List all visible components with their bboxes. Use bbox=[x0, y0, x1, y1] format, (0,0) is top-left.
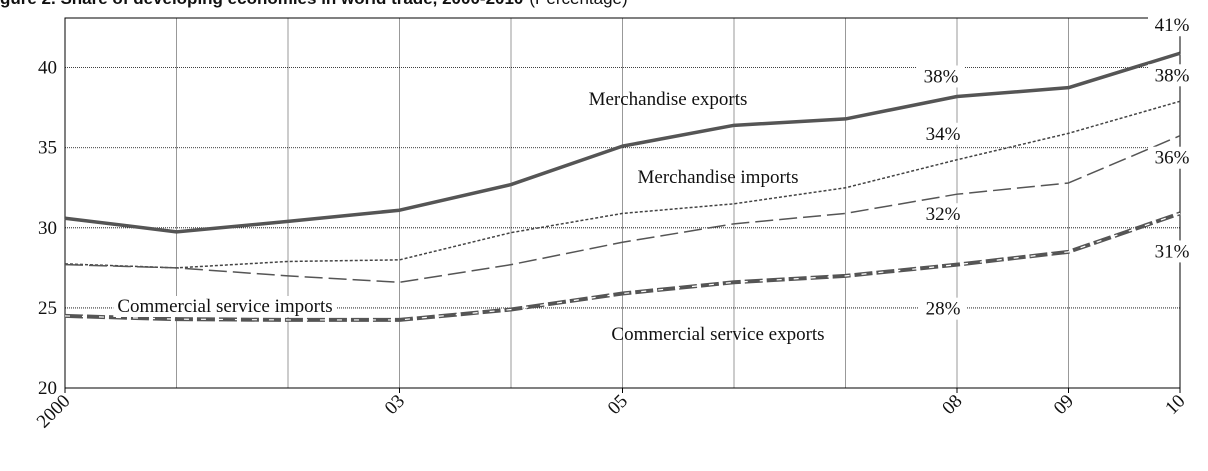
y-tick-label: 30 bbox=[38, 218, 57, 239]
plot-border bbox=[64, 17, 1181, 389]
label-bg bbox=[919, 203, 967, 226]
label-bg bbox=[1148, 64, 1196, 87]
label-bg bbox=[1148, 240, 1196, 263]
series-line bbox=[64, 100, 1181, 269]
value-label: 32% bbox=[926, 204, 961, 225]
y-tick-label: 20 bbox=[38, 378, 57, 399]
chart-subtitle: (Percentage) bbox=[529, 0, 627, 8]
x-tick-label: 08 bbox=[938, 391, 966, 419]
value-label: 34% bbox=[926, 124, 961, 145]
series-label: Merchandise exports bbox=[589, 89, 748, 110]
x-tick-label: 05 bbox=[604, 391, 632, 419]
label-bg bbox=[919, 122, 967, 145]
x-tick-label: 03 bbox=[381, 391, 409, 419]
value-label: 28% bbox=[926, 299, 961, 320]
label-bg bbox=[1148, 146, 1196, 169]
label-bg bbox=[919, 297, 967, 320]
series-label: Commercial service imports bbox=[117, 296, 332, 317]
label-bg bbox=[113, 296, 337, 317]
chart-title: gure 2. Share of developing economies in… bbox=[0, 0, 523, 8]
value-label: 36% bbox=[1155, 148, 1190, 169]
series-label: Merchandise imports bbox=[638, 167, 799, 188]
x-tick-label: 09 bbox=[1050, 391, 1078, 419]
label-bg bbox=[917, 65, 965, 88]
y-tick-label: 25 bbox=[38, 298, 57, 319]
y-tick-label: 40 bbox=[38, 58, 57, 79]
y-tick-label: 35 bbox=[38, 138, 57, 159]
series-line bbox=[64, 135, 1181, 284]
value-label: 38% bbox=[924, 66, 959, 87]
value-label: 41% bbox=[1155, 15, 1190, 36]
x-tick-label: 10 bbox=[1161, 391, 1189, 419]
series-line bbox=[64, 211, 1181, 322]
value-label: 38% bbox=[1155, 65, 1190, 86]
label-bg bbox=[1148, 14, 1196, 37]
series-line bbox=[64, 51, 1181, 234]
series-label: Commercial service exports bbox=[611, 324, 824, 345]
value-label: 31% bbox=[1155, 241, 1190, 262]
